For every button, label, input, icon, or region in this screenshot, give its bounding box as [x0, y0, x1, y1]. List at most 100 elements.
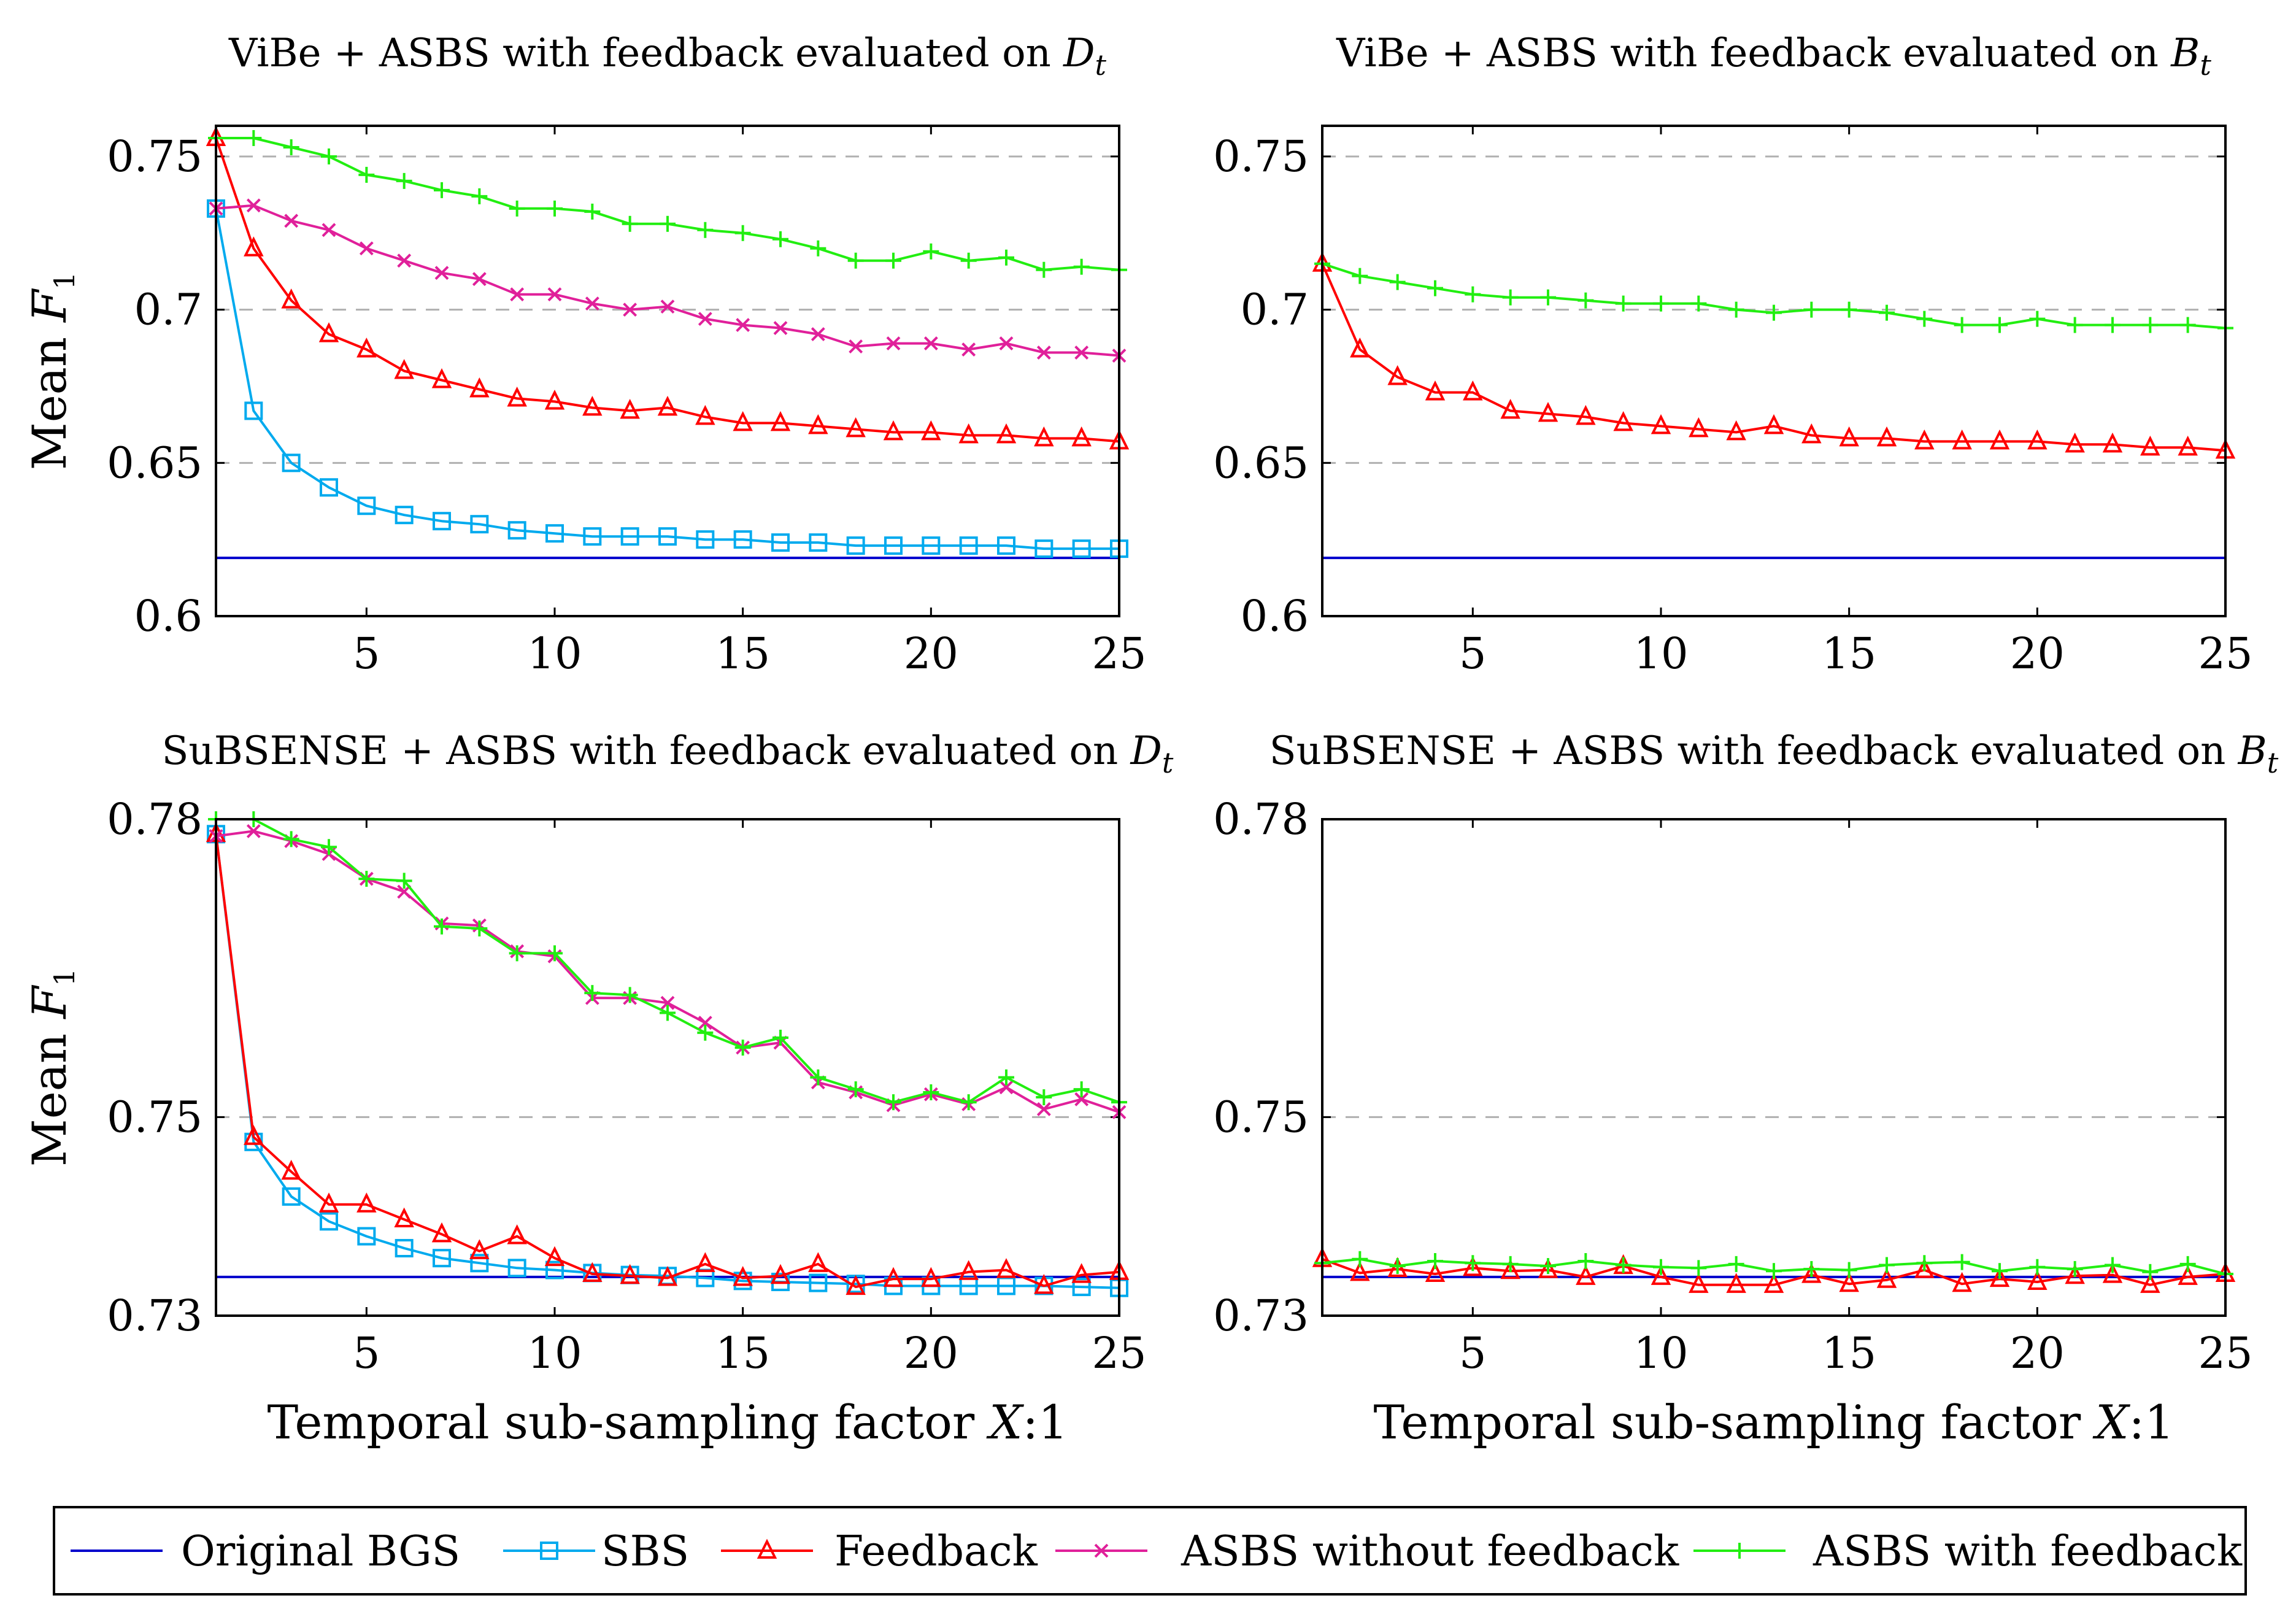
data-point-fb [2065, 1264, 2085, 1284]
data-point-asbs_f [547, 200, 563, 217]
data-point-asbs_f [1728, 1256, 1744, 1272]
data-point-asbs_nf [999, 1080, 1014, 1095]
data-point-asbs_f [1766, 1263, 1782, 1279]
x-tick-label: 10 [527, 628, 582, 679]
data-point-asbs_f [1540, 289, 1556, 306]
data-point-fb [996, 423, 1017, 444]
series-line-asbs_nf [215, 830, 1120, 1114]
data-point-fb [2065, 432, 2085, 453]
x-axis-label: Temporal sub-sampling factor X:1 [268, 1395, 1068, 1449]
data-point-asbs_f [1540, 1258, 1556, 1275]
plot-frame [215, 125, 1120, 617]
data-point-fb [2140, 1273, 2160, 1293]
data-point-sbs [507, 521, 526, 540]
data-point-asbs_nf [660, 995, 675, 1010]
y-axis-label: Mean F1 [22, 272, 81, 470]
data-point-asbs_nf [510, 287, 525, 302]
data-point-asbs_nf [698, 312, 712, 326]
data-point-asbs_f [1728, 301, 1744, 318]
data-point-fb [1034, 1273, 1054, 1294]
data-point-asbs_nf [434, 266, 449, 280]
data-point-asbs_f [1992, 317, 2008, 333]
data-point-asbs_f [1916, 1255, 1933, 1272]
x-tick-label: 20 [2010, 628, 2065, 679]
data-point-fb [1576, 404, 1596, 425]
data-point-asbs_f [471, 188, 488, 204]
data-point-fb [883, 1267, 904, 1287]
data-point-fb [657, 395, 678, 416]
data-point-sbs [620, 527, 639, 546]
series-fb [206, 126, 1130, 450]
data-point-fb [1463, 380, 1483, 401]
legend-marker [1094, 1543, 1109, 1558]
data-point-fb [281, 288, 301, 309]
data-point-asbs_f [998, 249, 1014, 266]
data-point-sbs [658, 527, 677, 546]
data-point-asbs_f [471, 920, 488, 936]
data-point-sbs [922, 536, 941, 555]
series-asbs_nf [209, 824, 1127, 1119]
data-point-fb [2102, 1263, 2123, 1283]
y-tick-label: 0.78 [1213, 794, 1309, 844]
data-point-asbs_nf [284, 214, 299, 228]
data-point-sbs [282, 453, 301, 473]
y-axis-label: Mean F1 [22, 968, 81, 1167]
data-point-fb [2027, 429, 2048, 450]
data-point-fb [1538, 1258, 1558, 1278]
legend-entry-fb: Feedback [721, 1527, 1038, 1576]
data-point-fb [1839, 426, 1859, 447]
data-point-fb [733, 411, 753, 431]
data-point-sbs [470, 515, 489, 534]
data-point-fb [958, 1260, 979, 1280]
plot-frame [215, 818, 1120, 1317]
data-point-fb [1801, 1263, 1822, 1283]
data-point-asbs_f [1690, 295, 1707, 312]
data-point-asbs_nf [961, 342, 976, 357]
data-point-fb [958, 423, 979, 444]
chart-title: ViBe + ASBS with feedback evaluated on B… [1336, 31, 2211, 82]
data-point-asbs_f [772, 1029, 788, 1046]
data-point-asbs_f [2105, 317, 2121, 333]
data-point-asbs_f [245, 129, 262, 146]
data-point-fb [507, 386, 527, 407]
data-point-sbs [733, 1272, 752, 1291]
data-point-asbs_f [1465, 286, 1481, 303]
x-axis-label: Temporal sub-sampling factor X:1 [1374, 1395, 2175, 1449]
data-point-fb [544, 389, 565, 410]
data-point-asbs_f [1954, 1254, 1970, 1270]
series-line-sbs [215, 834, 1120, 1289]
data-point-fb [1763, 414, 1784, 434]
data-point-sbs [846, 536, 865, 555]
series-fb [1312, 252, 2236, 459]
data-point-fb [2178, 435, 2198, 456]
data-point-asbs_nf [1036, 1102, 1051, 1116]
x-tick-label: 15 [715, 1328, 770, 1378]
chart-panel-4: SuBSENSE + ASBS with feedback evaluated … [1213, 728, 2279, 1449]
legend-label: SBS [601, 1527, 689, 1576]
data-point-fb [770, 411, 791, 431]
data-point-asbs_f [2142, 1264, 2159, 1280]
data-point-asbs_f [1879, 1257, 1895, 1273]
data-point-fb [356, 338, 377, 358]
chart-title: ViBe + ASBS with feedback evaluated on D… [228, 31, 1106, 82]
data-point-fb [1651, 414, 1671, 434]
data-point-fb [1425, 380, 1446, 401]
data-point-asbs_nf [811, 327, 825, 341]
data-point-asbs_f [1578, 1253, 1594, 1270]
data-point-fb [1726, 420, 1746, 441]
data-point-fb [1839, 1272, 1859, 1292]
data-point-asbs_nf [1036, 345, 1051, 360]
data-point-fb [846, 417, 866, 438]
data-point-asbs_f [1036, 1089, 1052, 1106]
chart-panel-3: SuBSENSE + ASBS with feedback evaluated … [22, 728, 1174, 1449]
series-line-asbs_f [216, 818, 1120, 1104]
data-point-sbs [507, 1259, 526, 1278]
data-point-asbs_nf [849, 339, 863, 353]
data-point-fb [582, 395, 603, 416]
legend-entry-sbs: SBS [503, 1527, 689, 1576]
data-point-asbs_f [1389, 274, 1406, 290]
data-point-fb [1689, 417, 1709, 438]
y-tick-label: 0.75 [1213, 1092, 1309, 1142]
data-point-asbs_nf [359, 241, 374, 256]
data-point-sbs [884, 536, 903, 555]
